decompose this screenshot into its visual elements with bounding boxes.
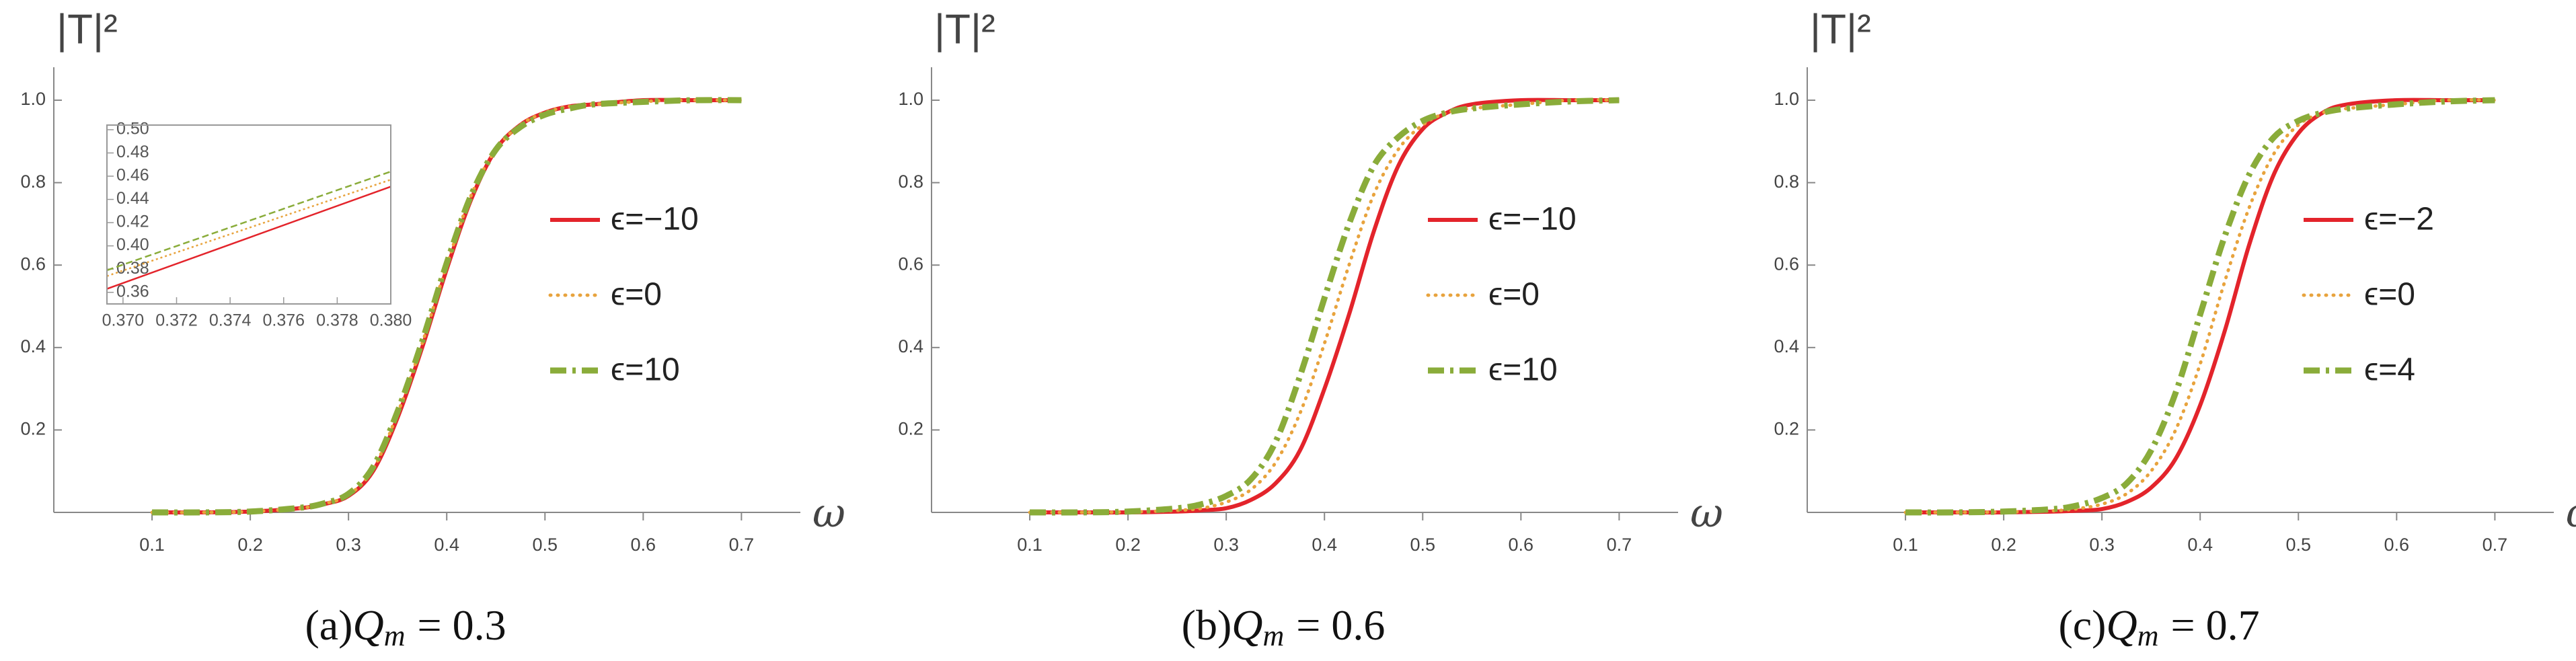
x-tick-label: 0.7 (2483, 535, 2508, 555)
caption-label: (a) (305, 601, 352, 649)
inset-y-tick-label: 0.36 (116, 282, 149, 301)
y-tick-label: 0.2 (1774, 419, 1799, 439)
inset-x-tick-label: 0.378 (316, 311, 358, 330)
y-tick-label: 0.8 (20, 171, 46, 192)
curve (1028, 98, 1621, 514)
legend-label: ϵ=0 (1488, 277, 1540, 313)
x-tick-label: 0.5 (2285, 535, 2311, 555)
inset-y-tick-label: 0.46 (116, 166, 149, 185)
caption-subscript: m (2137, 619, 2159, 652)
caption-subscript: m (1262, 619, 1284, 652)
legend-label: ϵ=10 (1488, 352, 1558, 388)
inset-y-tick-label: 0.38 (116, 259, 149, 278)
x-tick-label: 0.1 (1017, 535, 1043, 555)
x-tick-label: 0.2 (1991, 535, 2016, 555)
y-axis-label: |T|² (1810, 6, 1871, 52)
legend-label: ϵ=0 (2364, 277, 2415, 313)
inset-y-tick-label: 0.40 (116, 235, 149, 254)
inset-x-tick-label: 0.380 (370, 311, 412, 330)
curve (1905, 97, 2495, 516)
caption-label: (c) (2058, 601, 2106, 649)
inset-x-tick-label: 0.376 (262, 311, 305, 330)
caption-symbol: Q (1232, 601, 1262, 649)
inset-x-tick-label: 0.372 (155, 311, 198, 330)
x-tick-label: 0.6 (631, 535, 656, 555)
x-tick-label: 0.2 (1115, 535, 1141, 555)
curve (150, 98, 743, 514)
x-tick-label: 0.1 (1893, 535, 1918, 555)
y-tick-label: 1.0 (898, 89, 923, 109)
y-tick-label: 0.8 (1774, 171, 1799, 192)
inset-y-tick-label: 0.42 (116, 212, 149, 231)
caption: (c)Qm = 0.7 (2058, 601, 2259, 652)
x-tick-label: 0.4 (2187, 535, 2213, 555)
x-tick-label: 0.6 (2384, 535, 2410, 555)
x-tick-label: 0.3 (336, 535, 361, 555)
caption-text: = 0.3 (417, 601, 506, 649)
caption-subscript: m (384, 619, 406, 652)
x-tick-label: 0.7 (1607, 535, 1632, 555)
x-tick-label: 0.7 (729, 535, 755, 555)
x-tick-label: 0.5 (532, 535, 558, 555)
caption-symbol: Q (2106, 601, 2137, 649)
inset-y-tick-label: 0.48 (116, 143, 149, 161)
inset-frame (106, 124, 391, 305)
y-axis-label: |T|² (56, 6, 118, 52)
x-tick-label: 0.3 (1213, 535, 1239, 555)
y-tick-label: 1.0 (20, 89, 46, 109)
inset-background (107, 125, 391, 304)
legend-label: ϵ=−10 (1488, 202, 1577, 237)
x-tick-label: 0.2 (237, 535, 263, 555)
inset-x-tick-label: 0.370 (102, 311, 145, 330)
x-tick-label: 0.4 (434, 535, 459, 555)
y-tick-label: 0.2 (898, 419, 923, 439)
x-tick-label: 0.3 (2089, 535, 2115, 555)
caption-text: = 0.6 (1296, 601, 1385, 649)
x-tick-label: 0.4 (1312, 535, 1337, 555)
inset-x-tick-label: 0.374 (209, 311, 252, 330)
y-tick-label: 0.4 (1774, 336, 1799, 356)
y-tick-label: 0.6 (898, 254, 923, 274)
y-tick-label: 0.6 (20, 254, 46, 274)
y-tick-label: 0.4 (20, 336, 46, 356)
caption: (a)Qm = 0.3 (305, 601, 506, 652)
legend-label: ϵ=4 (2364, 352, 2415, 388)
caption-symbol: Q (352, 601, 383, 649)
caption-label: (b) (1182, 601, 1232, 649)
x-axis-label: ω (812, 490, 845, 537)
legend-label: ϵ=10 (611, 352, 680, 388)
curve (106, 186, 391, 290)
legend-label: ϵ=0 (611, 277, 662, 313)
y-tick-label: 0.8 (898, 171, 923, 192)
y-axis-label: |T|² (934, 6, 995, 52)
y-tick-label: 0.2 (20, 419, 46, 439)
x-tick-label: 0.1 (139, 535, 165, 555)
legend-label: ϵ=−10 (611, 202, 699, 237)
x-tick-label: 0.5 (1410, 535, 1435, 555)
x-axis-label: ω (1690, 490, 1723, 537)
y-tick-label: 0.6 (1774, 254, 1799, 274)
curve (1030, 97, 1620, 516)
x-tick-label: 0.6 (1509, 535, 1534, 555)
inset-y-tick-label: 0.50 (116, 120, 149, 139)
inset-y-tick-label: 0.44 (116, 189, 149, 208)
caption-text: = 0.7 (2170, 601, 2259, 649)
caption: (b)Qm = 0.6 (1182, 601, 1386, 652)
y-tick-label: 1.0 (1774, 89, 1799, 109)
x-axis-label: ω (2566, 490, 2576, 537)
legend-label: ϵ=−2 (2364, 202, 2434, 237)
y-tick-label: 0.4 (898, 336, 923, 356)
curve (152, 97, 742, 516)
